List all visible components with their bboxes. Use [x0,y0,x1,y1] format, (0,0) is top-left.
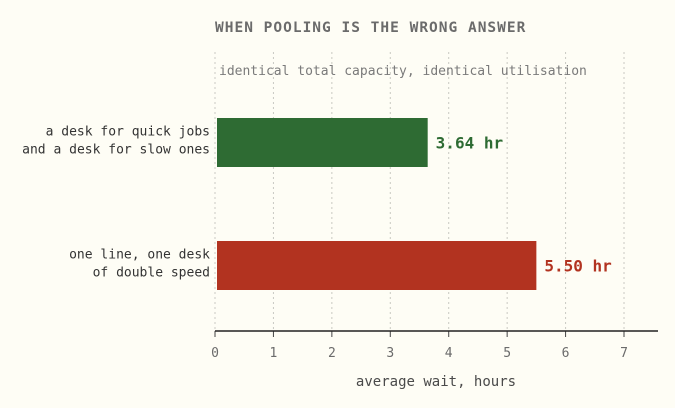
chart-subtitle: identical total capacity, identical util… [219,64,587,79]
x-tick-label-5: 5 [503,346,511,361]
bar-1 [217,241,537,290]
category-labels: a desk for quick jobs and a desk for slow… [22,125,210,281]
bar-value-label-1: 5.50 hr [544,257,611,276]
grid-lines [214,52,625,331]
bar-0 [217,118,428,167]
category-label-0-line-1: and a desk for slow ones [22,143,210,158]
x-axis-label: average wait, hours [356,374,516,390]
x-tick-label-2: 2 [328,346,336,361]
x-tick-label-6: 6 [562,346,570,361]
chart-title: WHEN POOLING IS THE WRONG ANSWER [215,20,526,36]
category-label-0-line-0: a desk for quick jobs [46,125,210,140]
x-tick-label-7: 7 [620,346,628,361]
x-tick-label-4: 4 [445,346,453,361]
x-axis: 0 1 2 3 4 5 6 7 [211,330,658,361]
category-label-1-line-1: of double speed [93,266,210,281]
x-tick-label-3: 3 [386,346,394,361]
bars: 3.64 hr 5.50 hr [217,118,612,290]
x-tick-label-0: 0 [211,346,219,361]
x-tick-label-1: 1 [270,346,278,361]
bar-value-label-0: 3.64 hr [436,134,503,153]
category-label-1-line-0: one line, one desk [69,248,210,263]
